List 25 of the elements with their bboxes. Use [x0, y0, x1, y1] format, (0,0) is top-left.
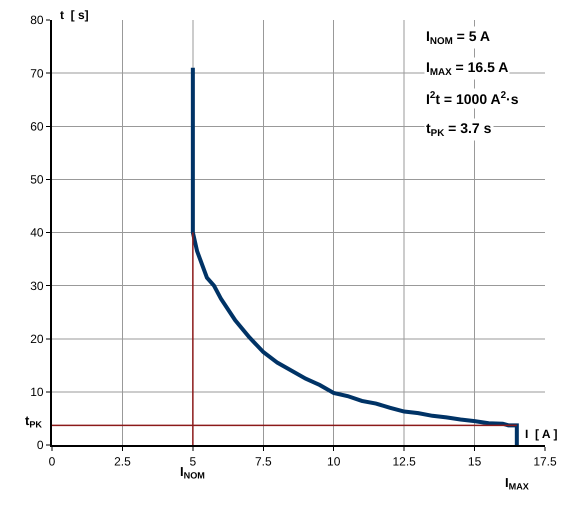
- x-tick-label: 15: [468, 454, 482, 468]
- y-tick-label: 10: [30, 385, 44, 400]
- annotation: I$_{MAX}$: [505, 475, 529, 492]
- y-axis-title: t [ s]: [60, 8, 89, 22]
- annotation: I$_{NOM}$ = 5 A: [426, 28, 490, 47]
- x-tick-label: 0: [48, 454, 56, 468]
- y-tick-label: 30: [30, 278, 44, 293]
- y-tick-label: 20: [30, 332, 44, 346]
- y-tick-label: 70: [30, 66, 44, 80]
- x-tick-label: 12.5: [392, 454, 416, 468]
- y-tick-label: 50: [30, 172, 44, 187]
- x-axis-title: I [ A ]: [525, 427, 558, 441]
- y-tick-label: 40: [30, 226, 44, 240]
- y-tick-label: 0: [36, 438, 44, 452]
- annotation: I$_{MAX}$ = 16.5 A: [426, 59, 508, 78]
- x-tick-label: 2.5: [114, 454, 132, 468]
- x-tick-label: 7.5: [254, 454, 272, 468]
- x-tick-label: 17.5: [533, 454, 557, 468]
- x-tick-label: 5: [190, 454, 197, 468]
- ref-line-label: t$_{PK}$: [25, 413, 42, 430]
- annotation: I$^{2}$t = 1000 A$^{2}$·s: [426, 90, 519, 107]
- y-tick-label: 80: [30, 13, 44, 28]
- y-tick-label: 60: [30, 119, 44, 134]
- x-tick-label: 10: [327, 454, 341, 468]
- annotation: t$_{PK}$ = 3.7 s: [426, 120, 492, 139]
